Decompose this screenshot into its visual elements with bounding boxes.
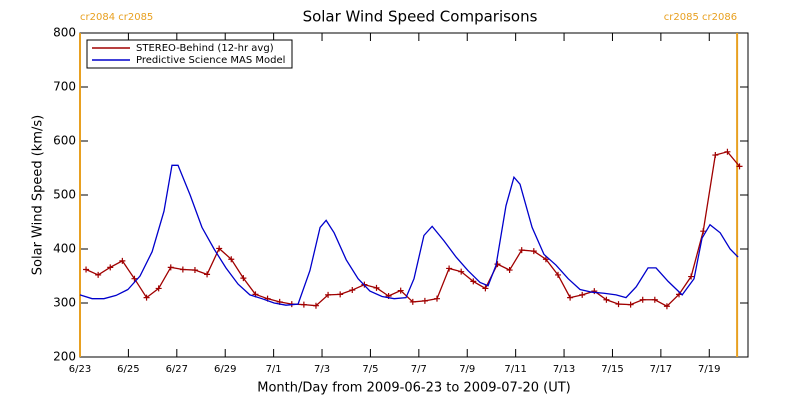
legend-box [86, 39, 293, 69]
data-marker [421, 297, 428, 304]
data-marker [409, 298, 416, 305]
series-line [79, 164, 739, 306]
data-marker [615, 301, 622, 308]
data-marker [591, 288, 598, 295]
data-marker [736, 163, 743, 170]
y-axis-label: Solar Wind Speed (km/s) [31, 115, 46, 275]
data-marker [143, 294, 150, 301]
y-tick-label: 500 [53, 188, 76, 202]
data-marker [470, 278, 477, 285]
data-marker [433, 295, 440, 302]
data-marker [530, 248, 537, 255]
data-marker [494, 261, 501, 268]
data-marker [300, 301, 307, 308]
x-tick-label: 6/29 [214, 364, 236, 375]
data-marker [651, 296, 658, 303]
rotation-label: cr2085 cr2086 [664, 12, 737, 23]
x-tick-label: 7/1 [266, 364, 282, 375]
data-marker [83, 266, 90, 273]
data-marker [155, 285, 162, 292]
data-marker [179, 266, 186, 273]
data-marker [204, 271, 211, 278]
data-marker [95, 271, 102, 278]
y-tick-label: 700 [53, 80, 76, 94]
x-tick-label: 7/11 [504, 364, 526, 375]
data-marker [240, 275, 247, 282]
y-tick-label: 300 [53, 296, 76, 310]
data-marker [700, 228, 707, 235]
data-marker [191, 267, 198, 274]
data-marker [228, 256, 235, 263]
data-marker [312, 302, 319, 309]
x-tick-label: 6/25 [117, 364, 139, 375]
y-tick-label: 200 [53, 350, 76, 364]
x-tick-label: 7/17 [650, 364, 672, 375]
data-marker [337, 291, 344, 298]
legend-label: STEREO-Behind (12-hr avg) [136, 43, 274, 54]
x-tick-label: 7/3 [314, 364, 330, 375]
data-marker [397, 287, 404, 294]
data-marker [518, 247, 525, 254]
data-marker [627, 301, 634, 308]
data-marker [506, 267, 513, 274]
data-marker [131, 275, 138, 282]
data-marker [349, 287, 356, 294]
x-tick-label: 7/15 [601, 364, 623, 375]
data-marker [542, 256, 549, 263]
data-marker [663, 303, 670, 310]
legend-label: Predictive Science MAS Model [136, 55, 285, 66]
data-marker [107, 264, 114, 271]
x-tick-label: 6/23 [69, 364, 91, 375]
legend: STEREO-Behind (12-hr avg)Predictive Scie… [86, 39, 293, 69]
x-tick-label: 7/19 [698, 364, 720, 375]
y-tick-label: 600 [53, 134, 76, 148]
data-marker [216, 245, 223, 252]
data-marker [724, 148, 731, 155]
data-marker [167, 264, 174, 271]
data-marker [712, 152, 719, 159]
x-tick-label: 6/27 [166, 364, 188, 375]
y-tick-label: 400 [53, 242, 76, 256]
data-marker [325, 291, 332, 298]
data-marker [567, 294, 574, 301]
data-marker [639, 296, 646, 303]
data-marker [603, 296, 610, 303]
y-tick-label: 800 [53, 26, 76, 40]
data-marker [373, 284, 380, 291]
data-marker [482, 285, 489, 292]
data-marker [446, 265, 453, 272]
data-marker [119, 257, 126, 264]
plot-frame [79, 32, 749, 358]
rotation-label: cr2084 cr2085 [80, 12, 153, 23]
x-axis-label: Month/Day from 2009-06-23 to 2009-07-20 … [257, 381, 570, 396]
data-marker [458, 268, 465, 275]
data-marker [688, 273, 695, 280]
data-marker [555, 271, 562, 278]
x-tick-label: 7/7 [411, 364, 427, 375]
x-tick-label: 7/9 [459, 364, 475, 375]
data-marker [579, 291, 586, 298]
x-tick-label: 7/5 [362, 364, 378, 375]
chart-title: Solar Wind Speed Comparisons [303, 8, 538, 26]
x-tick-label: 7/13 [553, 364, 575, 375]
